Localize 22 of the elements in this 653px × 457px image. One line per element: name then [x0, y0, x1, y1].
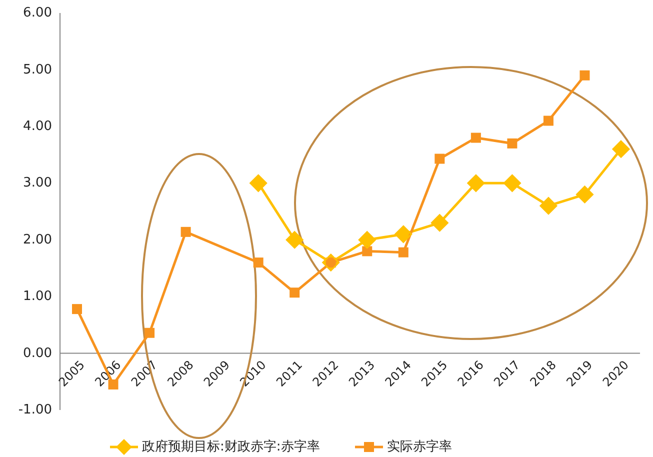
- point: [580, 70, 590, 80]
- legend-label: 实际赤字率: [387, 438, 452, 455]
- y-tick-label: 4.00: [23, 118, 52, 134]
- y-tick-label: 5.00: [23, 62, 52, 78]
- point: [434, 154, 445, 164]
- point: [180, 226, 191, 237]
- point: [362, 246, 372, 256]
- legend-label: 政府预期目标:财政赤字:赤字率: [142, 438, 320, 455]
- point: [144, 328, 155, 338]
- y-tick-label: 6.00: [23, 6, 52, 21]
- point: [72, 304, 82, 314]
- point: [253, 258, 264, 268]
- point: [470, 132, 481, 143]
- point: [507, 138, 518, 148]
- point: [543, 116, 554, 126]
- y-tick-label: -1.00: [18, 402, 52, 418]
- y-tick-label: 1.00: [23, 289, 52, 304]
- point: [290, 288, 300, 298]
- y-tick-label: 0.00: [23, 346, 52, 361]
- y-tick-label: 3.00: [23, 176, 52, 191]
- y-tick-label: 2.00: [23, 232, 52, 248]
- point: [398, 247, 408, 258]
